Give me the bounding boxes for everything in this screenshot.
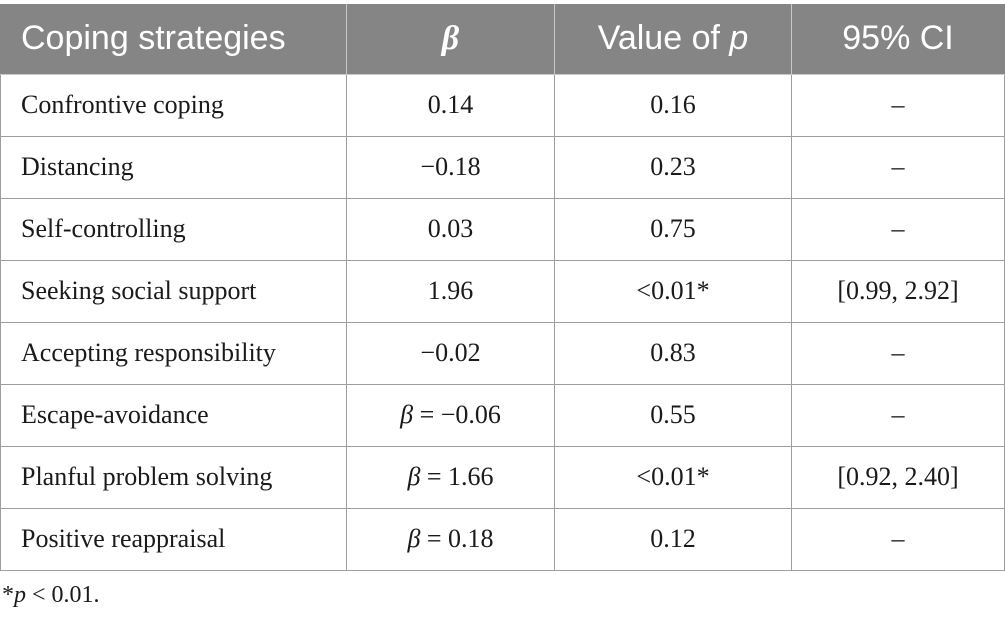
cell-ci: – [791, 73, 1005, 137]
coping-strategies-table: Coping strategies β Value of p 95% CI Co… [0, 4, 1005, 571]
table-row: Positive reappraisal β = 0.18 0.12– [0, 507, 1005, 571]
table-footnote: *p < 0.01. [2, 582, 100, 609]
cell-ci: – [791, 321, 1005, 385]
p-value-prefix: Value of [597, 19, 730, 58]
cell-p-value: 0.75 [554, 197, 792, 261]
beta-value: = −0.06 [413, 400, 501, 429]
cell-strategy: Planful problem solving [0, 445, 347, 509]
header-95-ci: 95% CI [791, 4, 1005, 75]
cell-beta: 0.03 [346, 197, 555, 261]
table-row: Planful problem solving β = 1.66 <0.01* [0.… [0, 445, 1005, 509]
cell-beta: −0.18 [346, 135, 555, 199]
table-header-row: Coping strategies β Value of p 95% CI [0, 4, 1005, 75]
cell-p-value: 0.16 [554, 73, 792, 137]
table-row: Self-controlling 0.03 0.75– [0, 197, 1005, 261]
cell-beta: −0.02 [346, 321, 555, 385]
cell-ci: [0.99, 2.92] [791, 259, 1005, 323]
cell-beta: β = 0.18 [346, 507, 555, 571]
beta-prefix: β [400, 400, 414, 429]
header-beta: β [346, 4, 555, 75]
cell-p-value: <0.01* [554, 445, 792, 509]
cell-strategy: Self-controlling [0, 197, 347, 261]
footnote-text: < 0.01. [26, 582, 100, 608]
cell-beta: β = −0.06 [346, 383, 555, 447]
cell-p-value: <0.01* [554, 259, 792, 323]
beta-prefix: β [407, 462, 421, 491]
cell-strategy: Confrontive coping [0, 73, 347, 137]
beta-value: 0.14 [427, 90, 474, 119]
footnote-star: * [2, 582, 14, 608]
cell-strategy: Distancing [0, 135, 347, 199]
cell-strategy: Accepting responsibility [0, 321, 347, 385]
table-row: Accepting responsibility −0.02 0.83– [0, 321, 1005, 385]
table-row: Distancing −0.18 0.23– [0, 135, 1005, 199]
cell-strategy: Escape-avoidance [0, 383, 347, 447]
cell-ci: – [791, 135, 1005, 199]
cell-p-value: 0.55 [554, 383, 792, 447]
footnote-p-symbol: p [14, 582, 26, 608]
cell-strategy: Seeking social support [0, 259, 347, 323]
beta-value: 1.96 [427, 276, 474, 305]
beta-value: 0.03 [427, 214, 474, 243]
cell-strategy: Positive reappraisal [0, 507, 347, 571]
cell-ci: – [791, 507, 1005, 571]
cell-p-value: 0.12 [554, 507, 792, 571]
cell-beta: 0.14 [346, 73, 555, 137]
header-p-value: Value of p [554, 4, 792, 75]
cell-ci: [0.92, 2.40] [791, 445, 1005, 509]
table-row: Escape-avoidance β = −0.06 0.55– [0, 383, 1005, 447]
table-row: Seeking social support 1.96 <0.01* [0.99, 2… [0, 259, 1005, 323]
cell-ci: – [791, 383, 1005, 447]
beta-symbol: β [441, 20, 460, 58]
beta-value: −0.18 [420, 152, 481, 181]
cell-beta: 1.96 [346, 259, 555, 323]
cell-ci: – [791, 197, 1005, 261]
cell-beta: β = 1.66 [346, 445, 555, 509]
beta-prefix: β [407, 524, 421, 553]
cell-p-value: 0.83 [554, 321, 792, 385]
header-coping-strategies: Coping strategies [0, 4, 347, 75]
beta-value: = 1.66 [420, 462, 494, 491]
cell-p-value: 0.23 [554, 135, 792, 199]
table-row: Confrontive coping 0.14 0.16– [0, 73, 1005, 137]
beta-value: −0.02 [420, 338, 481, 367]
p-symbol: p [729, 19, 749, 58]
beta-value: = 0.18 [420, 524, 494, 553]
